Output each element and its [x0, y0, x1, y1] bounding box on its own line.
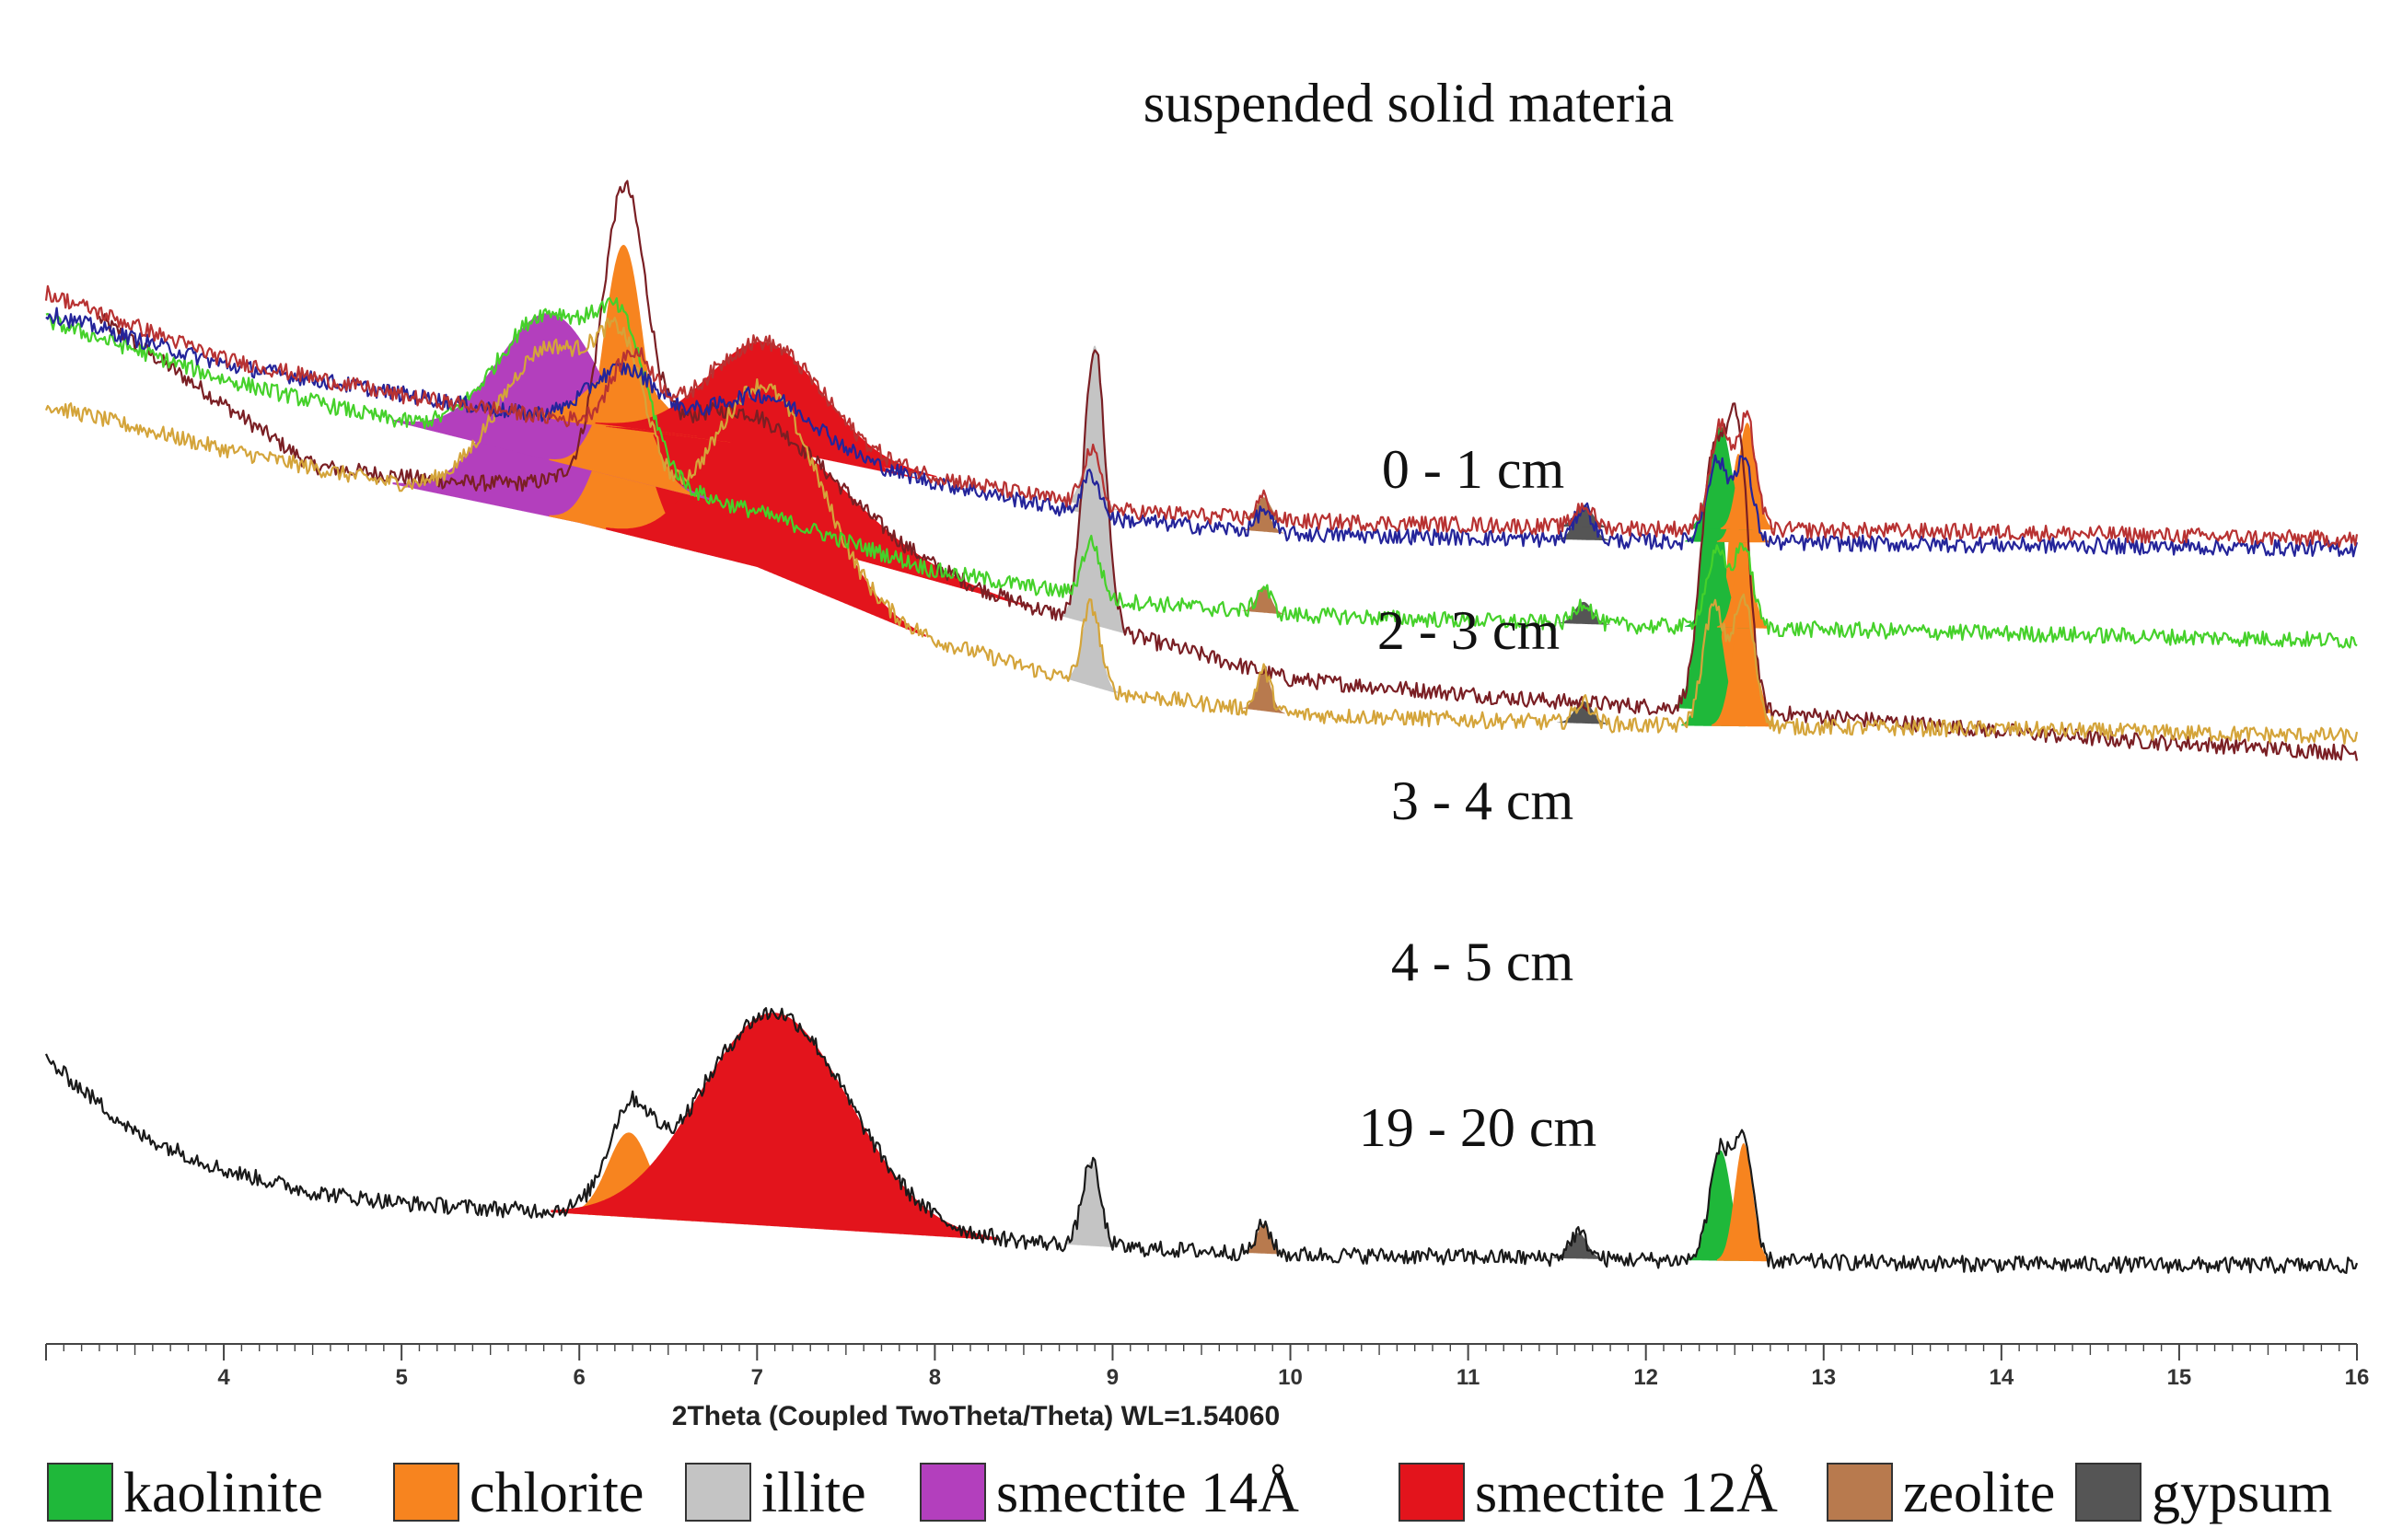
pattern-lines — [44, 179, 2359, 1274]
x-tick-label-9: 9 — [1107, 1365, 1119, 1390]
x-tick-label-16: 16 — [2345, 1365, 2370, 1390]
pattern-line-0 — [98, 179, 2359, 761]
peak-fill-illite-1-3 — [1064, 605, 1119, 693]
x-tick-label-15: 15 — [2167, 1365, 2192, 1390]
sample-label-3: 3 - 4 cm — [1391, 770, 1573, 831]
peak-fill-chlorite-1-1 — [549, 408, 699, 553]
legend: kaolinite chlorite illite smectite 14Å smect… — [47, 1462, 2332, 1524]
legend-swatch — [920, 1463, 986, 1522]
legend-item-4: smectite 12Å — [1399, 1462, 1778, 1524]
sample-label-4: 4 - 5 cm — [1391, 932, 1573, 992]
legend-item-0: kaolinite — [47, 1462, 323, 1524]
x-tick-label-5: 5 — [395, 1365, 407, 1390]
legend-label: smectite 12Å — [1475, 1462, 1778, 1524]
legend-swatch — [47, 1463, 113, 1522]
peak-fill-smectite-12--4-1 — [595, 342, 937, 478]
peak-fill-chlorite-4-6 — [1720, 423, 1774, 530]
legend-swatch — [2075, 1463, 2141, 1522]
pattern-line-5 — [44, 1007, 2359, 1274]
legend-label: smectite 14Å — [996, 1462, 1299, 1524]
x-tick-label-6: 6 — [574, 1365, 586, 1390]
legend-swatch — [1399, 1463, 1465, 1522]
peak-fill-smectite-12--1-2 — [606, 385, 926, 637]
legend-swatch — [1827, 1463, 1893, 1522]
legend-label: zeolite — [1903, 1462, 2055, 1524]
peak-fill-chlorite-2-6 — [1716, 547, 1770, 629]
x-axis-title: 2Theta (Coupled TwoTheta/Theta) WL=1.540… — [672, 1401, 1280, 1431]
legend-item-6: gypsum — [2075, 1462, 2332, 1524]
sample-label-2: 2 - 3 cm — [1377, 600, 1560, 661]
legend-label: chlorite — [470, 1462, 644, 1524]
x-tick-label-8: 8 — [929, 1365, 941, 1390]
sample-labels: suspended solid materia 0 - 1 cm 2 - 3 cm 3… — [1143, 73, 1675, 1158]
peak-fill-chlorite-2-1 — [549, 375, 699, 498]
x-tick-label-4: 4 — [217, 1365, 230, 1390]
sample-label-1: 0 - 1 cm — [1382, 439, 1564, 500]
sample-label-5: 19 - 20 cm — [1359, 1097, 1596, 1158]
legend-item-3: smectite 14Å — [920, 1462, 1299, 1524]
x-tick-label-14: 14 — [1989, 1365, 2014, 1390]
x-tick-label-11: 11 — [1457, 1365, 1480, 1390]
legend-item-1: chlorite — [393, 1462, 644, 1524]
peak-fill-chlorite-5-6 — [1716, 1142, 1770, 1262]
pattern-line-4 — [44, 284, 2359, 548]
x-tick-label-10: 10 — [1278, 1365, 1303, 1390]
peak-fill-smectite-12--5-1 — [551, 1013, 999, 1241]
legend-item-5: zeolite — [1827, 1462, 2055, 1524]
legend-label: illite — [761, 1462, 866, 1524]
pattern-line-2 — [45, 296, 2358, 649]
legend-swatch — [393, 1463, 459, 1522]
sample-label-0: suspended solid materia — [1143, 73, 1675, 133]
x-axis: 4 5 6 7 8 9 10 11 12 13 14 15 16 — [45, 1343, 2370, 1390]
legend-label: kaolinite — [123, 1462, 323, 1524]
pattern-line-1 — [44, 317, 2359, 745]
x-tick-label-13: 13 — [1811, 1365, 1836, 1390]
legend-item-2: illite — [685, 1462, 866, 1524]
peak-fill-chlorite-1-7 — [1712, 601, 1776, 727]
legend-label: gypsum — [2152, 1462, 2332, 1524]
pattern-line-3 — [45, 307, 2359, 558]
legend-swatch — [685, 1463, 751, 1522]
x-tick-label-12: 12 — [1633, 1365, 1658, 1390]
x-tick-label-7: 7 — [751, 1365, 763, 1390]
